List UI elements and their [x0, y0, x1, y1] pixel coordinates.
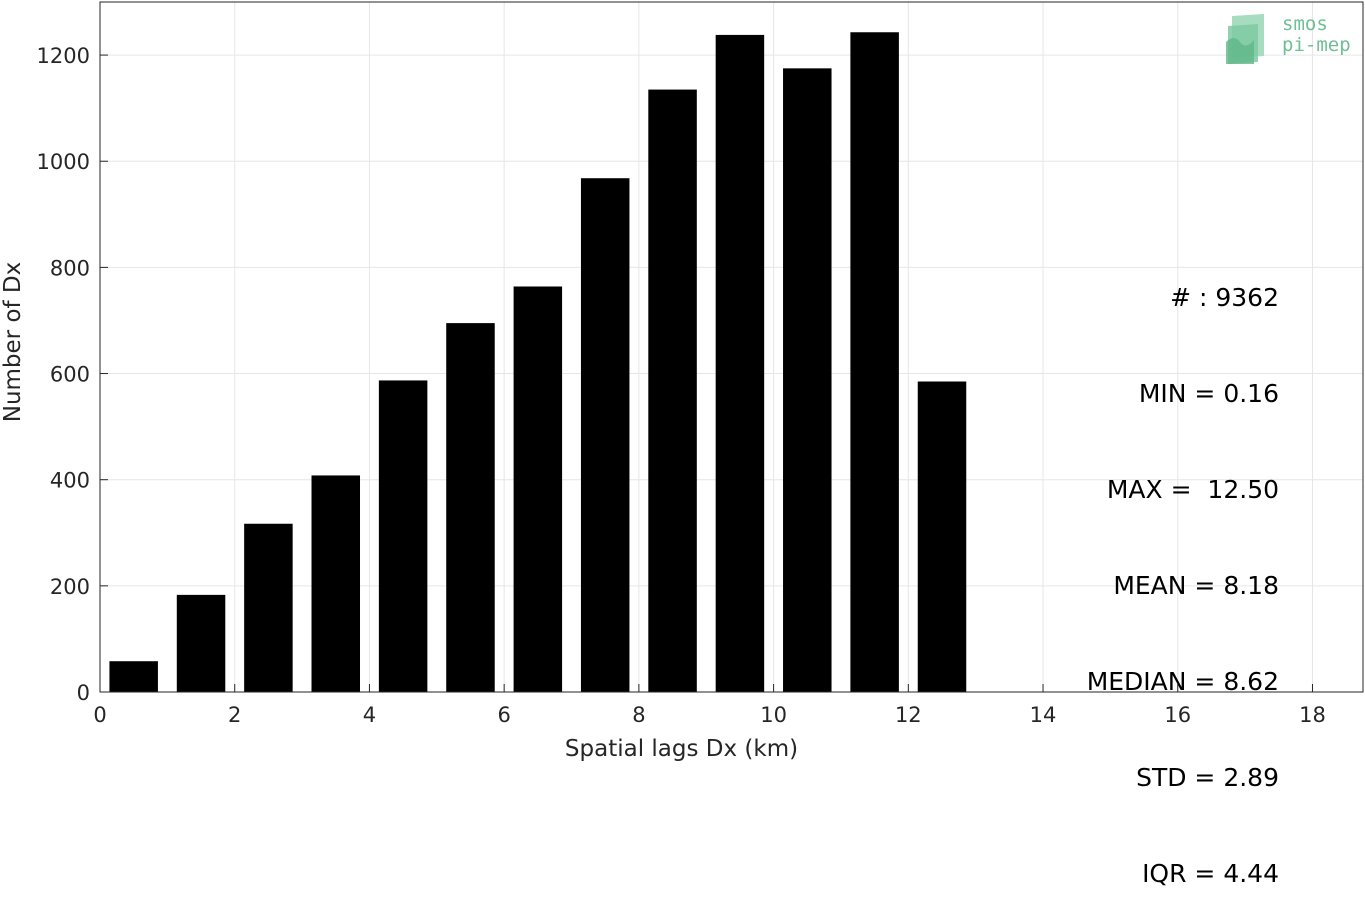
y-tick-label: 200 — [50, 575, 90, 599]
x-tick-label: 10 — [760, 703, 787, 727]
stat-min: MIN = 0.16 — [1138, 379, 1279, 408]
histogram-bar — [513, 286, 563, 692]
histogram-bar — [176, 594, 226, 692]
y-tick-label: 0 — [77, 681, 90, 705]
x-tick-label: 0 — [93, 703, 106, 727]
x-tick-label: 16 — [1164, 703, 1191, 727]
histogram-bar — [311, 475, 361, 692]
smos-pimep-logo: smos pi-mep — [1224, 12, 1360, 66]
x-tick-label: 4 — [363, 703, 376, 727]
x-axis-ticks: 0 2 4 6 8 10 12 14 16 18 — [93, 684, 1326, 727]
axes-box — [99, 1, 1364, 693]
y-tick-label: 800 — [50, 256, 90, 280]
x-axis-label: Spatial lags Dx (km) — [565, 736, 798, 762]
stat-count: # : 9362 — [1170, 283, 1279, 312]
bars — [109, 32, 967, 693]
x-tick-label: 8 — [632, 703, 645, 727]
x-tick-label: 12 — [895, 703, 922, 727]
histogram-bar — [783, 68, 832, 693]
histogram-bar — [446, 323, 495, 692]
histogram-bar — [580, 178, 630, 692]
histogram-bar — [378, 380, 428, 692]
stat-iqr: IQR = 4.44 — [1142, 859, 1279, 888]
logo-text-line2: pi-mep — [1282, 34, 1351, 56]
statistics-annotation: # : 9362 MIN = 0.16 MAX = 12.50 MEAN = 8… — [1087, 218, 1279, 922]
stat-median: MEDIAN = 8.62 — [1086, 667, 1279, 696]
x-tick-label: 18 — [1299, 703, 1326, 727]
stat-max: MAX = 12.50 — [1106, 475, 1279, 504]
stat-mean: MEAN = 8.18 — [1113, 571, 1279, 600]
histogram-bar — [715, 34, 765, 692]
histogram-bar — [648, 89, 697, 693]
y-tick-label: 1000 — [37, 150, 90, 174]
logo-text-line1: smos — [1282, 13, 1328, 35]
y-tick-label: 600 — [50, 363, 90, 387]
histogram-bar — [917, 381, 967, 692]
x-tick-label: 14 — [1030, 703, 1057, 727]
histogram-bar — [244, 523, 293, 692]
y-tick-label: 1200 — [37, 44, 90, 68]
y-axis-ticks: 0 200 400 600 800 1000 1200 — [37, 44, 108, 705]
y-tick-label: 400 — [50, 469, 90, 493]
x-tick-label: 6 — [497, 703, 510, 727]
logo-wave-icon — [1226, 14, 1264, 64]
stat-std: STD = 2.89 — [1136, 763, 1279, 792]
histogram-bar — [850, 32, 899, 692]
x-tick-label: 2 — [228, 703, 241, 727]
histogram-chart: 0 2 4 6 8 10 12 14 16 18 0 200 400 600 800 1000 1200 Sp… — [0, 1, 1364, 762]
histogram-bar — [109, 661, 158, 692]
y-axis-label: Number of Dx — [0, 262, 26, 423]
